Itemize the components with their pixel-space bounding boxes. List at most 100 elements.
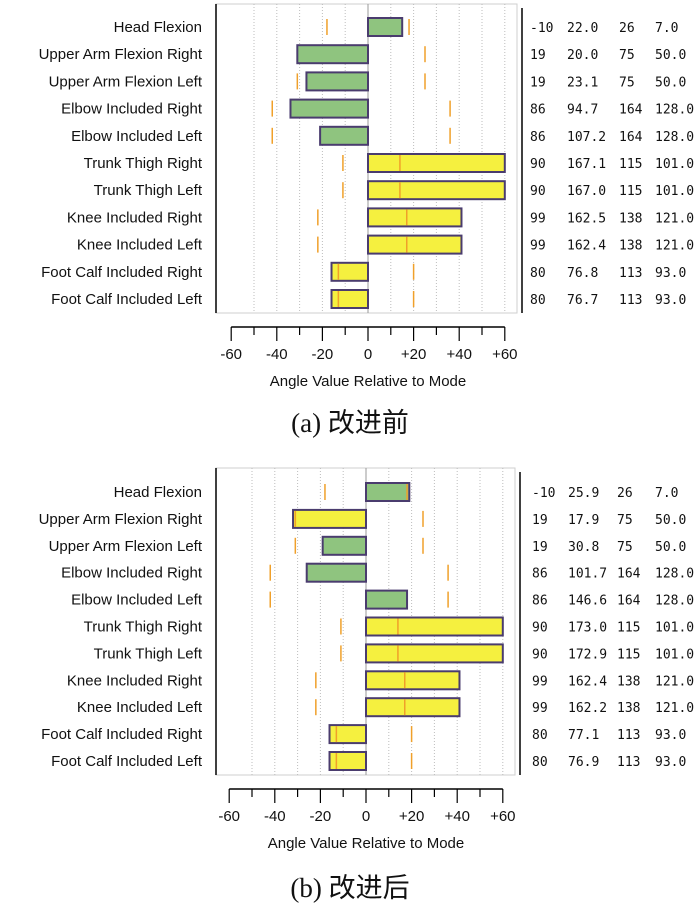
bar [305,562,367,583]
joint-label: Trunk Thigh Left [94,645,203,662]
value-cell: 128.0 [655,594,694,609]
value-cell: 99 [530,211,546,226]
joint-label: Elbow Included Left [71,592,203,609]
bar [289,98,370,119]
value-cell: 99 [532,674,548,689]
value-cell: 93.0 [655,266,686,281]
x-tick-label: +40 [444,808,469,825]
chart-row: Knee Included Left 99 162.2 138 121.0 [77,697,694,718]
value-cell: 113 [619,266,642,281]
x-tick-label: -20 [310,808,332,825]
value-cell: 113 [617,728,640,743]
joint-label: Foot Calf Included Left [51,753,203,770]
bar [365,589,409,610]
chart-row: Upper Arm Flexion Right 19 20.0 75 50.0 [39,44,686,65]
bar [330,289,369,309]
joint-label: Upper Arm Flexion Left [49,73,203,90]
value-cell: 30.8 [568,540,599,555]
value-cell: 19 [530,48,546,63]
joint-label: Knee Included Left [77,237,203,254]
bar [365,482,411,502]
value-cell: 94.7 [567,103,598,118]
value-cell: 107.2 [567,130,606,145]
value-cell: 90 [530,157,546,172]
chart-row: Knee Included Right 99 162.5 138 121.0 [67,207,694,228]
value-cell: 167.1 [567,157,606,172]
value-cell: 7.0 [655,21,678,36]
chart-row: Trunk Thigh Left 90 172.9 115 101.0 [94,643,694,664]
value-cell: 50.0 [655,48,686,63]
joint-label: Trunk Thigh Right [84,619,203,636]
value-cell: 121.0 [655,674,694,689]
chart-row: Trunk Thigh Right 90 167.1 115 101.0 [84,153,694,173]
joint-label: Elbow Included Left [71,128,203,145]
value-cell: 75 [619,75,635,90]
value-cell: 101.0 [655,647,694,662]
bar [328,751,367,771]
value-cell: 164 [617,567,641,582]
bar [319,125,369,146]
joint-label: Trunk Thigh Left [94,182,203,199]
bar [367,17,404,37]
chart-panel-a: Head Flexion -10 22.0 26 7.0 Upper Arm Flexio… [39,3,694,438]
value-cell: 90 [530,184,546,199]
value-cell: 75 [617,513,633,528]
joint-label: Foot Calf Included Right [41,264,203,281]
value-cell: 19 [532,513,548,528]
value-cell: 77.1 [568,728,599,743]
value-cell: 17.9 [568,513,599,528]
bar [305,71,370,92]
value-cell: 76.9 [568,755,599,770]
x-tick-label: +60 [492,346,517,363]
value-cell: 138 [619,211,642,226]
chart-row: Elbow Included Left 86 107.2 164 128.0 [71,125,694,146]
value-cell: 162.4 [567,239,606,254]
value-cell: 115 [617,647,640,662]
chart-row: Upper Arm Flexion Left 19 23.1 75 50.0 [49,71,686,92]
value-cell: 76.7 [567,293,598,308]
value-cell: 86 [532,594,548,609]
bar [367,234,463,255]
joint-label: Knee Included Right [67,672,203,689]
value-cell: 128.0 [655,130,694,145]
value-cell: 164 [619,103,643,118]
bar [365,697,461,718]
value-cell: 115 [617,621,640,636]
joint-label: Elbow Included Right [61,101,203,118]
value-cell: 138 [617,701,640,716]
bar [365,616,504,637]
chart-row: Knee Included Right 99 162.4 138 121.0 [67,670,694,691]
value-cell: 121.0 [655,701,694,716]
bar [365,670,461,691]
value-cell: 164 [617,594,641,609]
joint-label: Knee Included Left [77,699,203,716]
joint-label: Upper Arm Flexion Right [39,511,203,528]
joint-label: Foot Calf Included Right [41,726,203,743]
chart-row: Head Flexion -10 25.9 26 7.0 [114,482,678,502]
value-cell: 86 [532,567,548,582]
value-cell: 115 [619,184,642,199]
value-cell: 167.0 [567,184,606,199]
bar [292,508,368,529]
value-cell: 26 [619,21,635,36]
value-cell: 23.1 [567,75,598,90]
value-cell: -10 [532,486,555,501]
chart-row: Head Flexion -10 22.0 26 7.0 [114,17,678,37]
value-cell: 50.0 [655,540,686,555]
joint-label: Upper Arm Flexion Left [49,538,203,555]
value-cell: 101.0 [655,184,694,199]
value-cell: 90 [532,621,548,636]
x-axis-title: Angle Value Relative to Mode [268,835,465,852]
value-cell: 93.0 [655,755,686,770]
x-tick-label: -60 [218,808,240,825]
value-cell: 80 [532,728,548,743]
chart-row: Trunk Thigh Left 90 167.0 115 101.0 [94,180,694,201]
x-tick-label: +20 [399,808,424,825]
value-cell: 121.0 [655,239,694,254]
value-cell: 86 [530,103,546,118]
value-cell: 26 [617,486,633,501]
value-cell: 50.0 [655,513,686,528]
value-cell: 75 [617,540,633,555]
chart-row: Foot Calf Included Right 80 77.1 113 93.0 [41,724,686,745]
